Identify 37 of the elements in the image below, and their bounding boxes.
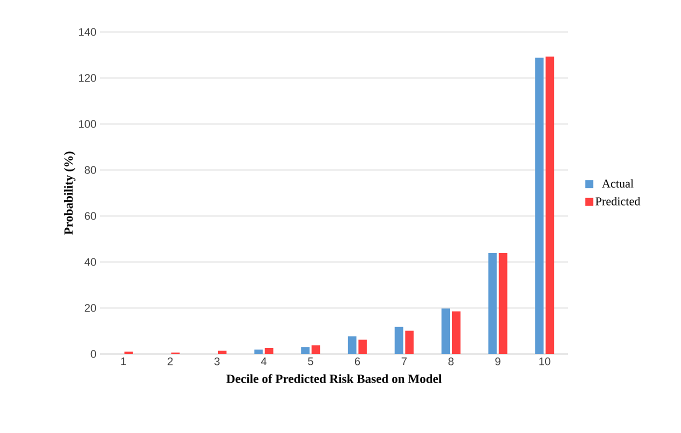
bar (442, 308, 450, 354)
bar (535, 58, 544, 354)
x-tick-label: 8 (448, 358, 454, 366)
y-tick-label: 20 (84, 304, 96, 312)
bar (488, 253, 497, 354)
x-tick-label: 7 (402, 358, 407, 366)
x-tick-label: 5 (308, 358, 314, 366)
bar (264, 348, 274, 354)
bar (546, 56, 554, 354)
x-tick-label: 2 (168, 358, 173, 366)
legend-label: Predicted (596, 196, 640, 206)
x-tick-label: 9 (495, 358, 500, 366)
bar (254, 350, 263, 354)
y-tick-label: 140 (79, 28, 96, 36)
y-tick-label: 100 (79, 120, 96, 128)
bar (405, 330, 414, 354)
bar (312, 345, 320, 354)
y-axis-title: Probability (%) (64, 152, 76, 235)
bar (218, 350, 227, 354)
bar (452, 311, 461, 354)
x-tick-label: 3 (214, 358, 220, 366)
x-tick-label: 1 (121, 358, 126, 366)
bar (301, 347, 310, 354)
bar (348, 336, 356, 354)
y-tick-label: 60 (84, 212, 96, 220)
y-tick-label: 0 (90, 350, 96, 358)
bar (498, 253, 508, 354)
legend-label: Actual (602, 179, 634, 188)
x-axis-title: Decile of Predicted Risk Based on Model (226, 374, 442, 383)
y-tick-label: 120 (79, 74, 96, 82)
x-tick-label: 4 (261, 358, 267, 366)
y-tick-label: 40 (84, 258, 96, 266)
y-tick-label: 80 (84, 166, 96, 174)
bar (358, 340, 367, 354)
bar (394, 326, 404, 354)
x-tick-label: 6 (354, 358, 360, 366)
x-tick-label: 10 (539, 358, 550, 366)
